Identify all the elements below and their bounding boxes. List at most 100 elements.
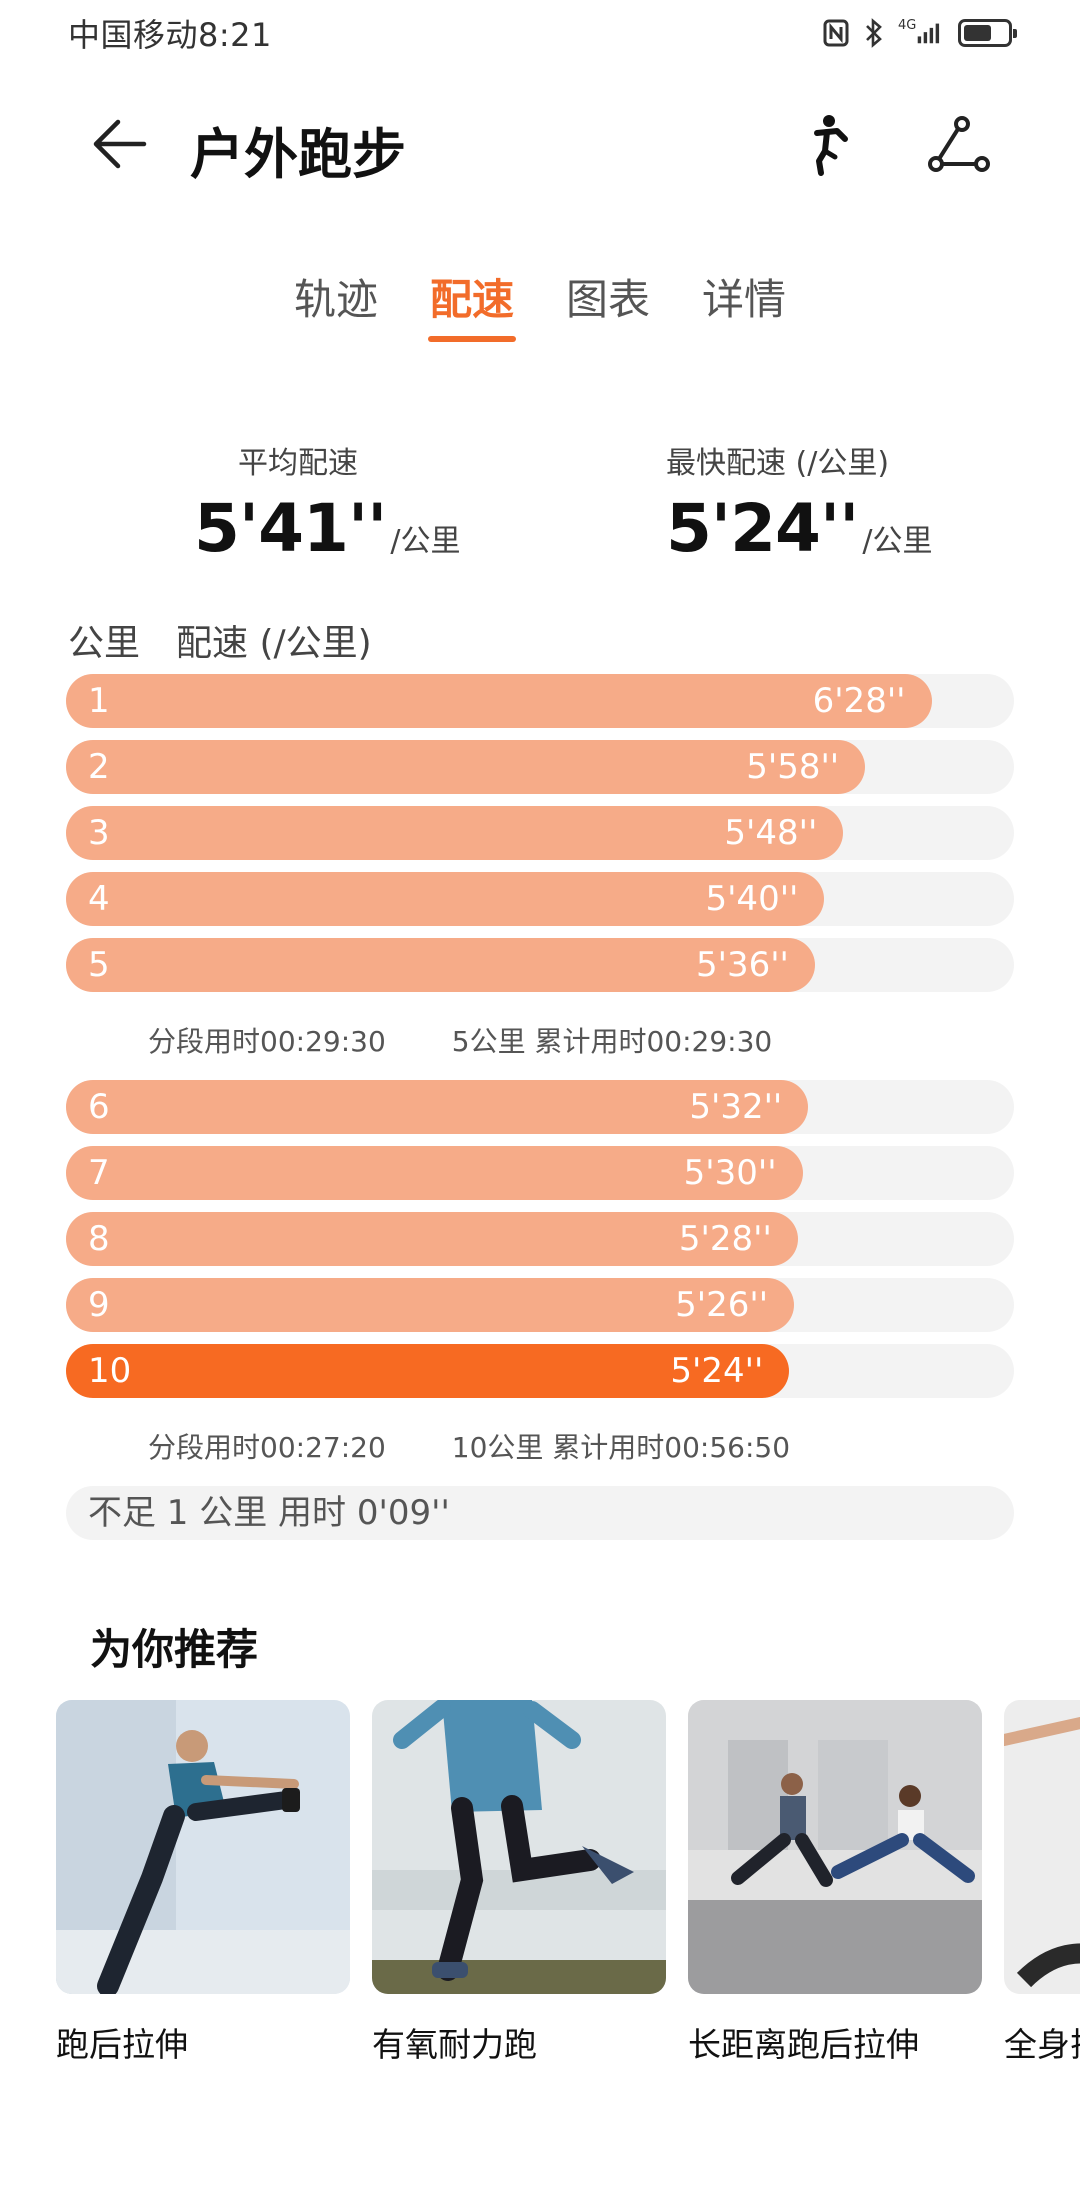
split-km: 1 [88,681,110,721]
split-row[interactable]: 8 5'28'' [66,1212,1014,1266]
tab-label: 图表 [566,275,651,324]
tab-details[interactable]: 详情 [700,270,788,342]
split-bar: 2 5'58'' [66,740,866,794]
split-km: 10 [88,1351,132,1391]
split-bar: 6 5'32'' [66,1080,809,1134]
recommend-label: 跑后拉伸 [56,2025,188,2064]
segment-time: 分段用时00:29:30 [148,1025,386,1058]
signal-icon: 4G [898,18,942,48]
cumulative-time: 5公里 累计用时00:29:30 [451,1025,773,1058]
split-km: 7 [88,1153,110,1193]
bluetooth-icon [860,18,888,48]
recommend-card[interactable]: 有氧耐力跑 [372,1700,666,2066]
fastest-pace-label: 最快配速 (/公里) [666,446,890,481]
split-row[interactable]: 4 5'40'' [66,872,1014,926]
recommend-title: 为你推荐 [90,1625,259,1674]
split-pace: 5'58'' [746,747,840,787]
split-pace: 5'48'' [724,813,818,853]
split-row[interactable]: 1 6'28'' [66,674,1014,728]
runner-photo [372,1700,666,1994]
recommend-label: 全身拉 [1004,2025,1080,2064]
split-bar: 5 5'36'' [66,938,815,992]
split-km: 4 [88,879,110,919]
segment-time: 分段用时00:27:20 [148,1431,386,1464]
average-pace: 平均配速 5'41''/公里 [194,438,461,567]
split-km: 3 [88,813,110,853]
split-bar: 8 5'28'' [66,1212,798,1266]
split-bar: 7 5'30'' [66,1146,803,1200]
km-column-header: 公里 [68,623,141,664]
runner-icon [814,115,848,176]
split-bar: 4 5'40'' [66,872,825,926]
split-row[interactable]: 9 5'26'' [66,1278,1014,1332]
fastest-pace: 最快配速 (/公里) 5'24''/公里 [666,438,933,567]
recommend-label: 长距离跑后拉伸 [688,2025,919,2064]
status-bar: 中国移动8:21 4G [0,0,1080,66]
tab-label: 详情 [702,275,787,324]
nfc-icon [822,18,850,48]
recommend-label: 有氧耐力跑 [372,2025,537,2064]
split-bar: 10 5'24'' [66,1344,790,1398]
recommend-card[interactable]: 长距离跑后拉伸 [688,1700,982,2066]
runner-button[interactable] [792,110,862,180]
tab-track[interactable]: 轨迹 [292,270,380,342]
cumulative-time: 10公里 累计用时00:56:50 [451,1431,791,1464]
battery-icon [958,19,1017,47]
full-body-stretch-photo [1004,1700,1080,1994]
split-pace: 5'24'' [670,1351,764,1391]
split-row[interactable]: 10 5'24'' [66,1344,1014,1398]
recommend-list[interactable]: 跑后拉伸 有氧耐力跑 [56,1700,1080,2100]
split-pace: 5'26'' [675,1285,769,1325]
tab-label: 配速 [429,275,514,324]
page-title: 户外跑步 [190,123,406,186]
network-label: 4G [898,17,917,33]
pace-column-header: 配速 (/公里) [176,623,372,664]
split-pace: 5'32'' [689,1087,783,1127]
split-summary-10km: 分段用时00:27:20 10公里 累计用时00:56:50 [148,1426,790,1466]
tab-pace[interactable]: 配速 [427,270,516,342]
split-row[interactable]: 6 5'32'' [66,1080,1014,1134]
splits-header: 公里 配速 (/公里) [68,614,372,666]
split-km: 8 [88,1219,110,1259]
split-km: 5 [88,945,110,985]
tab-label: 轨迹 [293,275,378,324]
split-pace: 5'30'' [683,1153,777,1193]
share-route-button[interactable] [924,110,994,180]
battery-level [964,25,992,41]
recommend-card[interactable]: 跑后拉伸 [56,1700,350,2066]
split-row[interactable]: 5 5'36'' [66,938,1014,992]
split-row[interactable]: 2 5'58'' [66,740,1014,794]
stretch-photo [56,1700,350,1994]
status-icons: 4G [822,18,1017,48]
split-pace: 6'28'' [812,681,906,721]
fastest-pace-value: 5'24'' [666,490,859,567]
average-pace-label: 平均配速 [238,446,358,481]
split-row[interactable]: 7 5'30'' [66,1146,1014,1200]
tab-bar: 轨迹 配速 图表 详情 [0,270,1080,350]
split-bar: 3 5'48'' [66,806,844,860]
app-header: 户外跑步 [0,96,1080,192]
average-pace-value: 5'41'' [194,490,387,567]
back-arrow-icon [93,119,147,169]
remainder-row: 不足 1 公里 用时 0'09'' [66,1486,1014,1540]
share-route-icon [928,116,990,172]
split-bar: 1 6'28'' [66,674,932,728]
back-button[interactable] [84,112,156,176]
fastest-pace-unit: /公里 [862,524,933,559]
recommend-card[interactable]: 全身拉 [1004,1700,1080,2066]
split-bar: 9 5'26'' [66,1278,795,1332]
split-km: 9 [88,1285,110,1325]
active-tab-indicator [427,336,516,342]
tab-chart[interactable]: 图表 [564,270,652,342]
carrier-time: 中国移动8:21 [68,16,272,54]
long-run-stretch-photo [688,1700,982,1994]
split-row[interactable]: 3 5'48'' [66,806,1014,860]
split-pace: 5'28'' [678,1219,772,1259]
split-km: 2 [88,747,110,787]
split-pace: 5'40'' [705,879,799,919]
average-pace-unit: /公里 [390,524,461,559]
split-summary-5km: 分段用时00:29:30 5公里 累计用时00:29:30 [148,1020,772,1060]
split-pace: 5'36'' [695,945,789,985]
pace-summary: 平均配速 5'41''/公里 最快配速 (/公里) 5'24''/公里 [0,438,1080,568]
split-km: 6 [88,1087,110,1127]
